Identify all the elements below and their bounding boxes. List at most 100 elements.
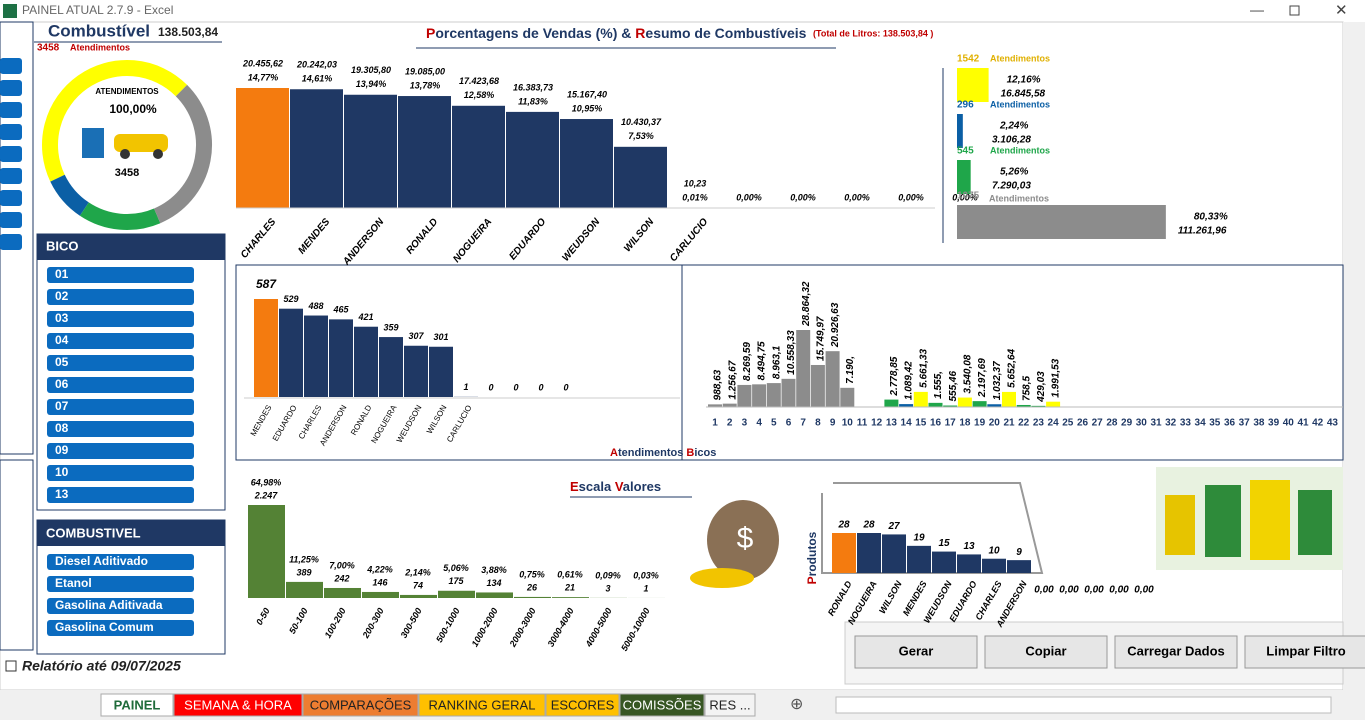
attend-bar xyxy=(354,327,378,397)
sales-bar xyxy=(344,95,397,208)
left-slicer-item[interactable] xyxy=(0,212,22,228)
fuel-bar xyxy=(957,205,1166,239)
scale-bar xyxy=(514,597,551,598)
scale-value-label: 21 xyxy=(564,583,575,593)
scale-pct-label: 0,03% xyxy=(633,570,659,580)
bico-item-label: 01 xyxy=(55,267,69,281)
sales-bar xyxy=(452,106,505,208)
bico-x-label: 3 xyxy=(742,418,748,429)
bico-item[interactable] xyxy=(47,333,194,349)
scale-value-label: 242 xyxy=(333,573,349,583)
attend-value-label: 301 xyxy=(433,332,448,342)
total: 138.503,84 xyxy=(158,25,218,39)
excel-icon xyxy=(3,4,17,18)
sales-pct-label: 10,95% xyxy=(572,103,603,113)
sales-bar xyxy=(236,88,289,208)
attend-value-label: 0 xyxy=(513,382,518,392)
fuel-liters: 111.261,96 xyxy=(1178,226,1227,237)
minimize[interactable]: — xyxy=(1250,2,1264,18)
left-slicer-item[interactable] xyxy=(0,80,22,96)
scale-bar xyxy=(400,595,437,598)
v-scrollbar xyxy=(1343,22,1365,690)
fuel-pct: 5,26% xyxy=(1000,167,1028,178)
add-sheet[interactable]: ⊕ xyxy=(790,696,803,713)
left-slicer-item[interactable] xyxy=(0,168,22,184)
left-slicer-item[interactable] xyxy=(0,146,22,162)
sheet-tab-label: COMISSÕES xyxy=(623,697,702,712)
sales-pct-label: 14,61% xyxy=(302,74,333,84)
product-value-label: 28 xyxy=(862,520,875,531)
fuel-liters: 16.845,58 xyxy=(1001,89,1046,100)
title-part: alores xyxy=(623,479,661,494)
fuel-pct: 80,33% xyxy=(1194,212,1228,223)
bico-bar xyxy=(840,388,854,407)
product-value-label: 0,00 xyxy=(1084,585,1104,596)
product-bar xyxy=(857,533,881,573)
sales-pct-label: 13,94% xyxy=(356,79,387,89)
sales-value-label: 20.455,62 xyxy=(242,58,283,68)
fuel-attend-label: Atendimentos xyxy=(990,53,1050,63)
button-label: Limpar Filtro xyxy=(1266,643,1346,658)
bico-item[interactable] xyxy=(47,311,194,327)
bico-x-label: 5 xyxy=(771,418,777,429)
scale-value-label: 1 xyxy=(643,583,648,593)
bico-x-label: 19 xyxy=(974,418,986,429)
bico-item-label: 03 xyxy=(55,311,69,325)
sales-bar xyxy=(398,96,451,208)
bico-item[interactable] xyxy=(47,465,194,481)
title-bar xyxy=(0,0,1365,22)
scale-value-label: 26 xyxy=(526,582,538,592)
report-checkbox[interactable] xyxy=(6,661,16,671)
scale-value-label: 134 xyxy=(486,578,501,588)
bico-item[interactable] xyxy=(47,355,194,371)
bico-x-label: 43 xyxy=(1327,418,1339,429)
sales-value-label: 20.242,03 xyxy=(296,60,337,70)
bico-item[interactable] xyxy=(47,267,194,283)
sales-value-label: 17.423,68 xyxy=(459,76,499,86)
scale-title: Escala Valores xyxy=(570,479,661,494)
bico-x-label: 27 xyxy=(1092,418,1104,429)
bico-value-label: 1.256,67 xyxy=(727,360,738,399)
left-slicer-item[interactable] xyxy=(0,190,22,206)
close[interactable]: ✕ xyxy=(1335,2,1348,19)
bico-bar xyxy=(782,379,796,407)
fuel-bar xyxy=(957,114,963,148)
scale-bar xyxy=(438,591,475,598)
product-value-label: 13 xyxy=(963,541,975,552)
bico-item[interactable] xyxy=(47,487,194,503)
attend-value-label: 587 xyxy=(256,277,277,291)
bico-item[interactable] xyxy=(47,443,194,459)
left-slicer-item[interactable] xyxy=(0,124,22,140)
sheet-tab-label: RES ... xyxy=(709,697,750,712)
bico-item-label: 05 xyxy=(55,355,69,369)
product-bar xyxy=(882,534,906,573)
bico-x-label: 23 xyxy=(1033,418,1045,429)
scale-pct-label: 11,25% xyxy=(289,554,319,564)
title-part: A xyxy=(610,447,618,459)
bico-item[interactable] xyxy=(47,377,194,393)
bico-value-label: 1.555, xyxy=(933,371,944,399)
bico-item[interactable] xyxy=(47,421,194,437)
bico-bar xyxy=(796,330,810,407)
left-slicer-item[interactable] xyxy=(0,58,22,74)
sales-value-label: 16.383,73 xyxy=(513,82,553,92)
bico-bar xyxy=(929,403,943,407)
donut-count: 3458 xyxy=(115,167,139,179)
attend-value-label: 0 xyxy=(563,382,568,392)
scale-pct-label: 0,09% xyxy=(595,570,621,580)
bico-item[interactable] xyxy=(47,289,194,305)
bico-value-label: 1.991,53 xyxy=(1051,358,1062,397)
attend-bar xyxy=(279,309,303,397)
title-part: scala xyxy=(579,479,615,494)
left-slicer-item[interactable] xyxy=(0,234,22,250)
bico-x-label: 36 xyxy=(1224,418,1236,429)
bico-item[interactable] xyxy=(47,399,194,415)
left-slicer-item[interactable] xyxy=(0,102,22,118)
sales-bar xyxy=(614,147,667,208)
bico-x-label: 10 xyxy=(842,418,854,429)
fuel-slicer-title: COMBUSTIVEL xyxy=(46,525,141,540)
svg-text:$: $ xyxy=(737,522,754,555)
fuel-item-label: Diesel Aditivado xyxy=(55,554,148,568)
bico-bar xyxy=(914,392,928,407)
